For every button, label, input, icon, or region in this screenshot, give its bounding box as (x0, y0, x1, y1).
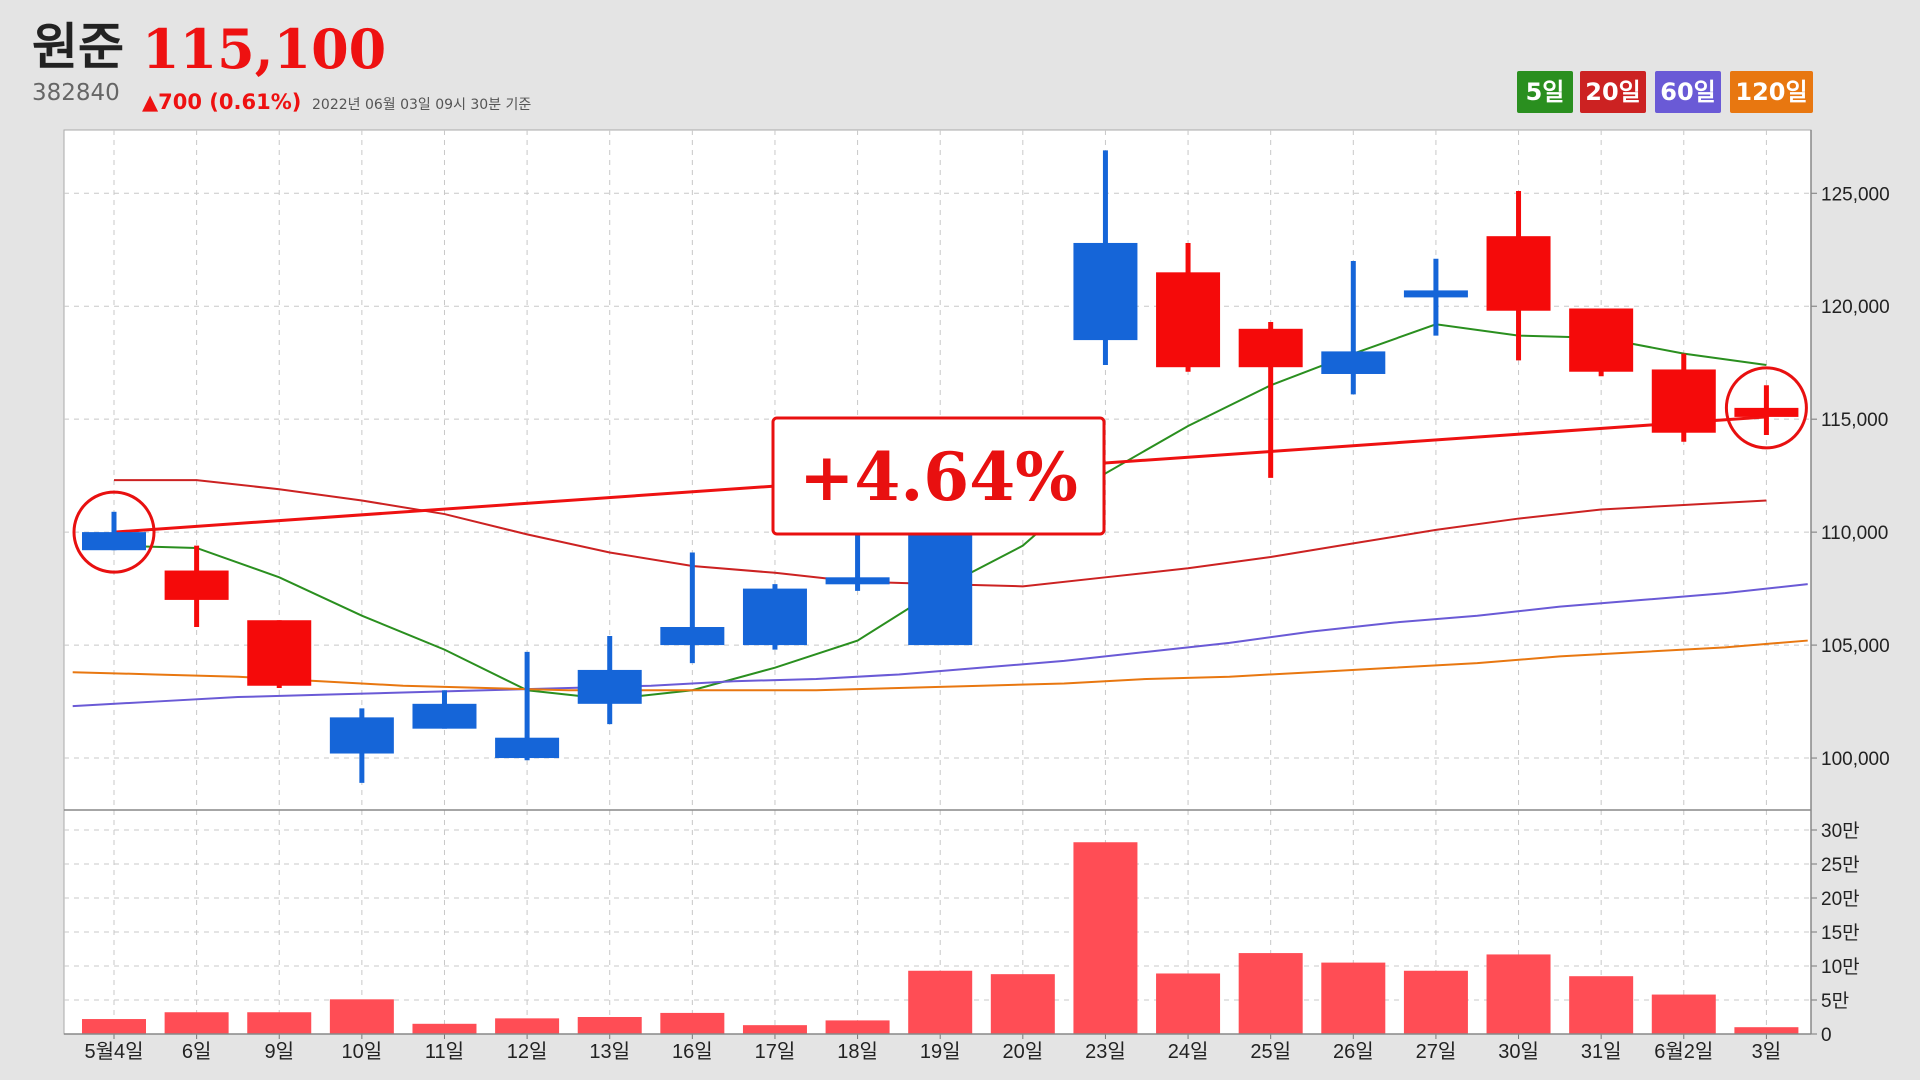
x-tick-label: 20일 (1002, 1040, 1043, 1063)
volume-bar (1651, 994, 1716, 1034)
ma-5-button[interactable]: 5일 (1517, 71, 1573, 113)
stock-code: 382840 (32, 80, 120, 106)
volume-bar (1238, 953, 1303, 1034)
return-annotation-box (771, 416, 1106, 536)
price-tick-label: 115,000 (1821, 410, 1888, 431)
candle-body (1238, 328, 1303, 368)
x-tick-label: 17일 (755, 1040, 796, 1063)
volume-bar (908, 970, 973, 1034)
volume-bar (329, 999, 394, 1034)
candle-body (82, 532, 146, 551)
candle-body (1403, 290, 1468, 298)
volume-bar (1486, 954, 1551, 1034)
volume-bar (1156, 973, 1221, 1034)
candle-body (1486, 236, 1551, 311)
candle-body (164, 570, 229, 600)
volume-bar (660, 1012, 725, 1034)
x-tick-label: 9일 (264, 1040, 294, 1063)
candle-body (825, 577, 890, 585)
current-price: 115,100 (142, 17, 387, 81)
price-tick-label: 100,000 (1821, 749, 1890, 770)
candle-body (1073, 242, 1138, 341)
x-tick-label: 18일 (837, 1040, 878, 1063)
price-tick-label: 125,000 (1821, 184, 1890, 205)
volume-bar (247, 1012, 312, 1034)
volume-bar (1734, 1027, 1799, 1034)
x-tick-label: 19일 (920, 1040, 961, 1063)
ma-line-120일 (72, 639, 1808, 692)
candle-body (742, 588, 807, 646)
x-tick-label: 13일 (589, 1040, 630, 1063)
price-tick-label: 110,000 (1821, 523, 1888, 544)
candle-body (1156, 272, 1221, 368)
candle-body (1734, 407, 1799, 417)
candle-body (495, 737, 560, 759)
volume-bar (1321, 962, 1386, 1034)
candle-body (908, 532, 973, 646)
candle-body (1651, 369, 1716, 433)
volume-bar (1403, 970, 1468, 1034)
volume-bar (742, 1025, 807, 1034)
x-tick-label: 10일 (342, 1040, 383, 1063)
candle-body (577, 669, 642, 704)
volume-bar (1073, 842, 1138, 1034)
x-tick-label: 16일 (672, 1040, 713, 1063)
volume-tick-label: 5만 (1821, 990, 1849, 1012)
x-tick-label: 6월2일 (1654, 1040, 1713, 1063)
volume-bar (577, 1017, 642, 1034)
candle-body (329, 717, 394, 754)
as-of-timestamp: 2022년 06월 03일 09시 30분 기준 (312, 97, 532, 113)
volume-bar (990, 974, 1055, 1034)
x-tick-label: 23일 (1085, 1040, 1126, 1063)
x-tick-label: 12일 (507, 1040, 548, 1063)
x-tick-label: 3일 (1752, 1040, 1782, 1063)
volume-tick-label: 0 (1821, 1025, 1832, 1046)
candle-body (1321, 351, 1386, 374)
x-tick-label: 31일 (1581, 1040, 1622, 1063)
x-tick-label: 24일 (1168, 1040, 1209, 1063)
volume-bar (825, 1020, 890, 1034)
volume-bar (82, 1019, 146, 1034)
ma-60-button[interactable]: 60일 (1655, 71, 1721, 113)
x-tick-label: 30일 (1498, 1040, 1539, 1063)
volume-tick-label: 10만 (1821, 956, 1860, 978)
stock-name: 원준 (32, 18, 124, 76)
ma-line-60일 (72, 583, 1808, 708)
ma-120-button[interactable]: 120일 (1730, 71, 1813, 113)
candle-body (660, 627, 725, 646)
stock-header: 원준 115,100 382840 ▲700 (0.61%) 2022년 06월… (0, 0, 1920, 130)
price-tick-label: 120,000 (1821, 297, 1890, 318)
price-change: ▲700 (0.61%) (142, 90, 302, 114)
start-highlight-circle (72, 490, 156, 574)
x-tick-label: 11일 (425, 1040, 464, 1063)
return-annotation-text: +4.64% (799, 438, 1078, 516)
candle-body (1569, 308, 1634, 372)
candle-body (247, 620, 312, 686)
volume-tick-label: 20만 (1821, 888, 1860, 910)
candle-body (412, 703, 477, 729)
x-tick-label: 5월4일 (84, 1040, 143, 1063)
x-tick-label: 25일 (1250, 1040, 1291, 1063)
volume-bar (412, 1023, 477, 1034)
volume-bar (1569, 976, 1634, 1034)
volume-tick-label: 15만 (1821, 922, 1860, 944)
price-layer (72, 150, 1808, 783)
price-tick-label: 105,000 (1821, 636, 1890, 657)
volume-bar (164, 1012, 229, 1034)
x-tick-label: 26일 (1333, 1040, 1374, 1063)
x-tick-label: 6일 (182, 1040, 212, 1063)
volume-bar (495, 1018, 560, 1034)
end-highlight-circle (1724, 366, 1808, 450)
x-tick-label: 27일 (1416, 1040, 1457, 1063)
ma-20-button[interactable]: 20일 (1580, 71, 1646, 113)
volume-tick-label: 30만 (1821, 820, 1860, 842)
volume-tick-label: 25만 (1821, 854, 1860, 876)
